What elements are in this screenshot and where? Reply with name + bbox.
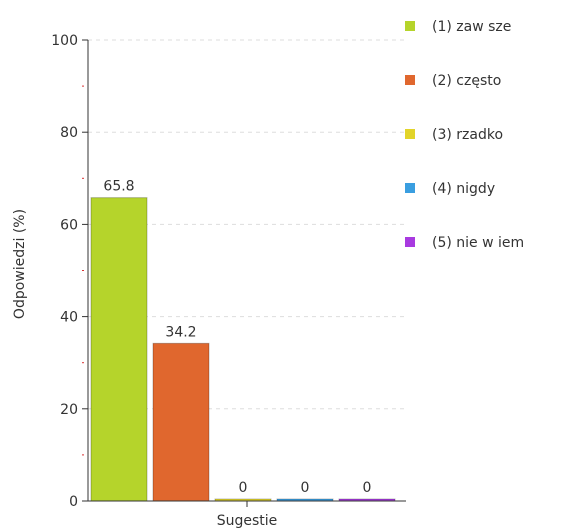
axes: [87, 40, 406, 507]
y-tick-label: 20: [60, 402, 78, 418]
y-tick-label: 0: [69, 494, 78, 510]
y-tick-label: 40: [60, 310, 78, 326]
bar-value-label: 0: [363, 480, 372, 496]
legend-swatch: [405, 75, 415, 85]
legend-label: (1) zaw sze: [432, 19, 511, 35]
bar-value-label: 0: [301, 480, 310, 496]
y-tick-label: 100: [51, 33, 78, 49]
y-axis-label: Odpowiedzi (%): [12, 209, 28, 319]
bar-value-label: 0: [239, 480, 248, 496]
y-tick-label: 80: [60, 125, 78, 141]
legend-label: (5) nie w iem: [432, 235, 524, 251]
legend-swatch: [405, 237, 415, 247]
legend-label: (3) rzadko: [432, 127, 503, 143]
bar: [90, 197, 148, 502]
legend-swatch: [405, 21, 415, 31]
y-tick-label: 60: [60, 217, 78, 233]
legend: (1) zaw sze (2) często (3) rzadko (4) nigdy…: [405, 19, 524, 251]
legend-swatch: [405, 129, 415, 139]
legend-label: (4) nigdy: [432, 181, 495, 197]
legend-swatch: [405, 183, 415, 193]
bar: [152, 342, 210, 502]
grid-lines: [88, 39, 406, 410]
x-axis-label: Sugestie: [217, 513, 278, 529]
bar-value-label: 65.8: [103, 179, 134, 195]
legend-label: (2) często: [432, 73, 501, 89]
bar-value-label: 34.2: [165, 324, 196, 340]
y-axis-ticks: 0 20 40 60 80 100: [51, 33, 88, 510]
bars: 65.8 34.2 0 0 0: [90, 179, 396, 502]
